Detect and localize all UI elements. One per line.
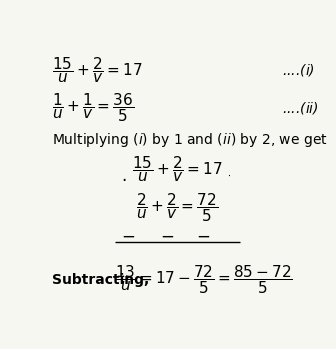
Text: $\dfrac{1}{u} + \dfrac{1}{v} = \dfrac{36}{5}$: $\dfrac{1}{u} + \dfrac{1}{v} = \dfrac{36… (52, 91, 134, 124)
Text: $\dfrac{15}{u} + \dfrac{2}{v} = 17$: $\dfrac{15}{u} + \dfrac{2}{v} = 17$ (132, 155, 223, 184)
Text: ....($i$): ....($i$) (282, 62, 314, 78)
Text: Multiplying ($i$) by 1 and ($ii$) by 2, we get: Multiplying ($i$) by 1 and ($ii$) by 2, … (52, 131, 328, 149)
Text: $\dfrac{13}{u} = 17 - \dfrac{72}{5} = \dfrac{85-72}{5}$: $\dfrac{13}{u} = 17 - \dfrac{72}{5} = \d… (115, 263, 292, 296)
Text: $-$: $-$ (196, 227, 211, 245)
Text: Subtracting,: Subtracting, (52, 273, 150, 287)
Text: $\dfrac{15}{u} + \dfrac{2}{v} = 17$: $\dfrac{15}{u} + \dfrac{2}{v} = 17$ (52, 55, 143, 85)
Text: $.$: $.$ (121, 167, 127, 185)
Text: $\cdot$: $\cdot$ (227, 170, 232, 180)
Text: $-$: $-$ (160, 227, 174, 245)
Text: ....($ii$): ....($ii$) (282, 100, 318, 116)
Text: $-$: $-$ (121, 227, 135, 245)
Text: $\dfrac{2}{u} + \dfrac{2}{v} = \dfrac{72}{5}$: $\dfrac{2}{u} + \dfrac{2}{v} = \dfrac{72… (136, 191, 218, 224)
